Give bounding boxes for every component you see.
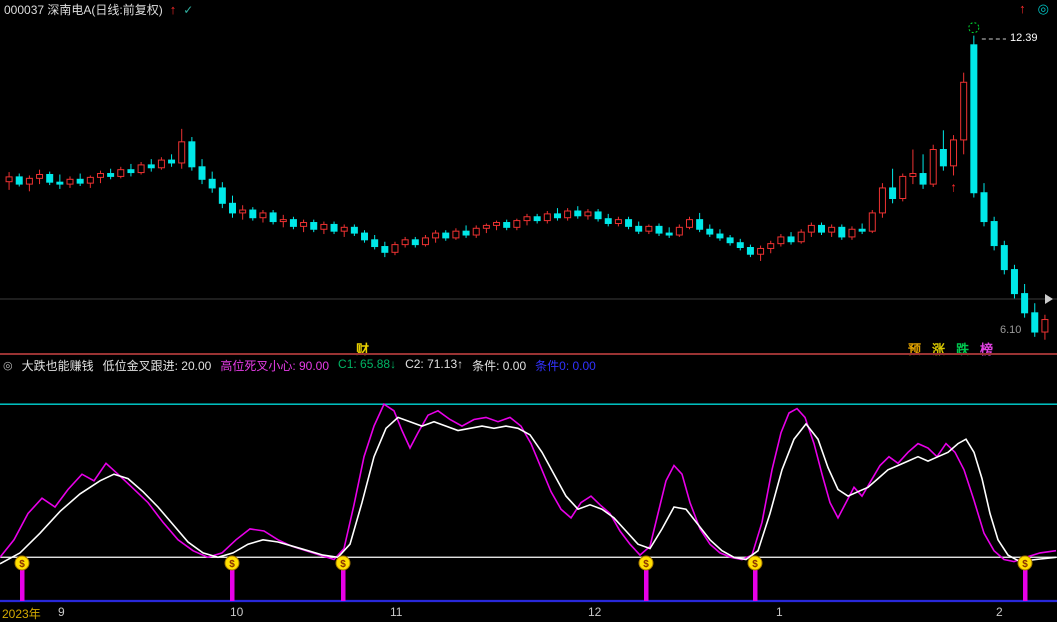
indicator-name[interactable]: 大跌也能赚钱 xyxy=(21,359,94,373)
x-axis-label: 10 xyxy=(230,605,244,619)
svg-text:$: $ xyxy=(19,559,25,570)
hot-link[interactable]: 榜 xyxy=(980,342,994,357)
x-axis-label: 9 xyxy=(58,605,65,619)
svg-text:$: $ xyxy=(1022,559,1028,570)
scroll-arrow xyxy=(1045,294,1053,304)
up-arrow-icon[interactable]: ↑ xyxy=(169,2,177,17)
panel-divider[interactable] xyxy=(0,353,1057,355)
price-low-label: 6.10 xyxy=(1000,324,1022,336)
series-C2 xyxy=(0,416,1057,565)
finance-shortcut[interactable]: 财 xyxy=(356,342,370,357)
indicator-params: 低位金叉跟进: 20.00 高位死叉小心: 90.00 C1: 65.88↓ C2: … xyxy=(103,357,596,374)
indicator-chart: $ $ $ $ $ $ xyxy=(0,403,1057,603)
high-point-marker xyxy=(968,22,980,34)
x-axis-label: 12 xyxy=(588,605,602,619)
x-axis: 2023年 9 10 11 12 1 2 xyxy=(0,603,1057,622)
signal-spike xyxy=(1023,570,1028,601)
check-icon[interactable]: ✓ xyxy=(183,2,194,17)
indicator-param: 低位金叉跟进: 20.00 xyxy=(102,359,212,373)
svg-text:$: $ xyxy=(752,559,758,570)
x-axis-label: 1 xyxy=(776,605,783,619)
buy-signal-arrow: ↑ xyxy=(950,179,957,194)
gold-coin-marker xyxy=(638,555,654,571)
indicator-param: C2: 71.13↑ xyxy=(405,357,464,371)
x-axis-label: 11 xyxy=(390,605,403,619)
top-up-arrow-icon[interactable]: ↑ xyxy=(1019,1,1026,16)
signal-spike xyxy=(20,570,25,601)
gold-coin-marker xyxy=(224,555,240,571)
hot-link[interactable]: 跌 xyxy=(956,342,970,357)
x-axis-label: 2 xyxy=(996,605,1003,619)
signal-spike xyxy=(341,570,346,601)
signal-spike xyxy=(644,570,649,601)
gold-coin-marker xyxy=(1017,555,1033,571)
candlestick-chart: ↑ xyxy=(0,22,1057,340)
gold-coin-marker xyxy=(335,555,351,571)
svg-text:$: $ xyxy=(340,559,346,570)
indicator-header: ◎ 大跌也能赚钱 低位金叉跟进: 20.00 高位死叉小心: 90.00 C1: 6… xyxy=(3,357,596,374)
gold-coin-marker xyxy=(14,555,30,571)
hot-links: 预涨跌榜 xyxy=(908,339,993,358)
hot-link[interactable]: 涨 xyxy=(932,342,946,357)
indicator-param: C1: 65.88↓ xyxy=(338,357,397,371)
svg-text:$: $ xyxy=(643,559,649,570)
symbol-title[interactable]: 000037 深南电A(日线:前复权) xyxy=(4,3,163,17)
collapse-indicator-icon[interactable]: ◎ xyxy=(3,360,13,372)
signal-spike xyxy=(230,570,235,601)
indicator-param: 条件: 0.00 xyxy=(472,359,527,373)
svg-text:$: $ xyxy=(229,559,235,570)
indicator-param: 条件0: 0.00 xyxy=(535,359,596,373)
titlebar-right-icons: ↑ ◎ xyxy=(1019,1,1049,17)
x-axis-label: 2023年 xyxy=(2,607,41,621)
price-high-label: 12.39 xyxy=(1010,32,1038,44)
hot-link[interactable]: 预 xyxy=(908,342,922,357)
target-icon[interactable]: ◎ xyxy=(1037,1,1049,16)
series-C1 xyxy=(0,403,1057,563)
indicator-param: 高位死叉小心: 90.00 xyxy=(220,359,330,373)
gold-coin-marker xyxy=(747,555,763,571)
title-bar: 000037 深南电A(日线:前复权) ↑ ✓ ↑ ◎ xyxy=(0,0,1057,19)
signal-spike xyxy=(753,570,758,601)
